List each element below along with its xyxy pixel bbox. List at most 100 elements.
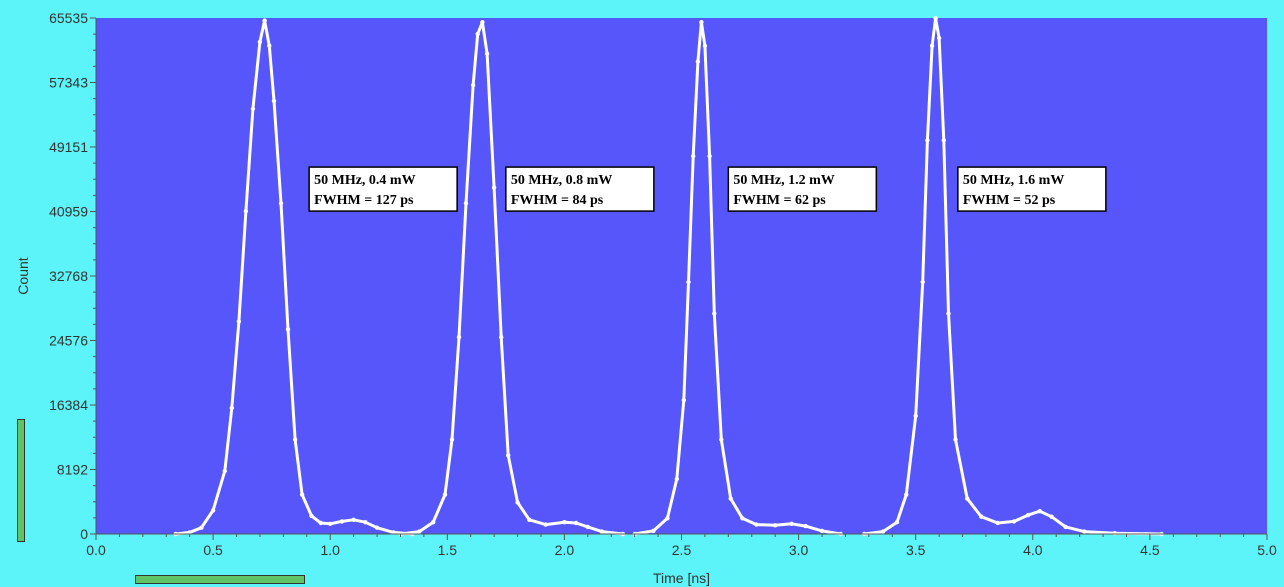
data-point (1011, 519, 1017, 524)
data-point (318, 520, 323, 526)
data-point (789, 521, 794, 526)
data-point (1063, 524, 1068, 530)
annotation-box-1: 50 MHz, 0.4 mW FWHM = 127 ps (308, 166, 458, 212)
data-point (292, 437, 298, 442)
y-tick-label: 16384 (49, 397, 88, 413)
data-point (562, 520, 567, 525)
pulse-trace-2 (400, 20, 624, 536)
y-tick-label: 24576 (49, 333, 88, 349)
data-point (271, 98, 277, 104)
data-point (351, 517, 356, 522)
data-point (880, 529, 886, 534)
data-point (754, 522, 759, 527)
y-tick-label: 32768 (49, 268, 88, 284)
data-point (674, 476, 679, 482)
data-point (484, 51, 490, 56)
annotation-line-2: FWHM = 62 ps (733, 193, 826, 208)
annotation-line-1: 50 MHz, 0.4 mW (314, 173, 415, 188)
x-tick-label: 3.5 (906, 542, 926, 558)
annotations: 50 MHz, 0.4 mW FWHM = 127 ps 50 MHz, 0.8 m… (308, 166, 1107, 212)
data-point (1037, 509, 1043, 514)
data-point (515, 500, 520, 505)
annotation-line-1: 50 MHz, 1.2 mW (733, 173, 834, 188)
annotation-box-2: 50 MHz, 0.8 mW FWHM = 84 ps (505, 166, 655, 212)
annotation-frame (727, 166, 878, 212)
data-point (236, 319, 242, 324)
data-point (599, 529, 605, 534)
annotation-box-4: 50 MHz, 1.6 mW FWHM = 52 ps (957, 166, 1107, 212)
data-point (573, 520, 579, 526)
data-point (946, 311, 951, 316)
data-point (929, 43, 935, 48)
x-tick-label: 3.0 (789, 542, 809, 558)
data-point (267, 43, 272, 48)
data-point (695, 59, 701, 64)
data-point (431, 520, 436, 525)
annotation-line-2: FWHM = 52 ps (963, 193, 1056, 208)
x-tick-label: 0.0 (86, 542, 106, 558)
data-point (278, 201, 284, 206)
data-point (543, 522, 548, 527)
y-tick-label: 57343 (49, 75, 88, 91)
data-point (819, 528, 825, 534)
data-point (913, 413, 918, 419)
x-axis: 0.0 0.5 1.0 1.5 2.0 2.5 3.0 3.5 4.0 4.5 5.0 (86, 533, 1277, 558)
annotation-frame (505, 166, 655, 212)
data-point (894, 520, 900, 525)
data-point (243, 209, 249, 214)
x-tick-label: 4.5 (1140, 542, 1160, 558)
data-point (585, 524, 590, 530)
x-tick-label: 1.0 (320, 542, 340, 558)
y-axis-label: Count (15, 257, 31, 294)
x-tick-label: 0.5 (203, 542, 223, 558)
data-point (740, 516, 745, 521)
data-point (965, 496, 970, 501)
data-point (803, 523, 808, 529)
data-point (651, 528, 656, 534)
data-point (285, 327, 291, 332)
data-point (499, 335, 504, 340)
data-point (449, 437, 455, 442)
data-point (463, 201, 469, 206)
data-point (417, 529, 422, 534)
data-point (1112, 531, 1118, 536)
vertical-scrollbar-thumb[interactable] (17, 419, 25, 542)
horizontal-scrollbar-thumb[interactable] (135, 575, 305, 584)
data-point (691, 153, 696, 159)
annotation-line-1: 50 MHz, 0.8 mW (511, 173, 612, 188)
data-point (199, 525, 204, 530)
pulse-trace-4 (864, 16, 1162, 536)
annotation-frame (957, 166, 1107, 212)
data-point (456, 335, 462, 340)
data-point (936, 35, 942, 41)
data-point (250, 106, 256, 112)
data-point (719, 437, 724, 442)
data-point (707, 153, 712, 159)
data-point (995, 520, 1000, 526)
data-point (1082, 529, 1087, 534)
data-point (941, 138, 946, 143)
data-point (442, 492, 448, 497)
annotation-box-3: 50 MHz, 1.2 mW FWHM = 62 ps (727, 166, 878, 212)
data-point (309, 513, 314, 519)
data-point (506, 453, 511, 458)
data-point (925, 138, 930, 143)
data-point (920, 279, 925, 285)
data-point (491, 185, 497, 190)
annotation-line-1: 50 MHz, 1.6 mW (963, 173, 1064, 188)
data-point (262, 18, 267, 23)
data-point (773, 523, 778, 528)
x-tick-label: 4.0 (1023, 542, 1043, 558)
data-point (374, 525, 380, 530)
data-point (1049, 514, 1054, 519)
x-tick-label: 5.0 (1257, 542, 1277, 558)
data-point (527, 517, 532, 522)
pulse-traces (173, 16, 1164, 537)
y-tick-label: 0 (80, 526, 88, 542)
y-tick-label: 40959 (49, 204, 88, 220)
data-point (229, 405, 234, 411)
y-axis: 0 8192 16384 24576 32768 40959 49151 57343 65535 (49, 10, 97, 542)
data-point (979, 514, 984, 519)
y-tick-label: 49151 (49, 139, 88, 155)
